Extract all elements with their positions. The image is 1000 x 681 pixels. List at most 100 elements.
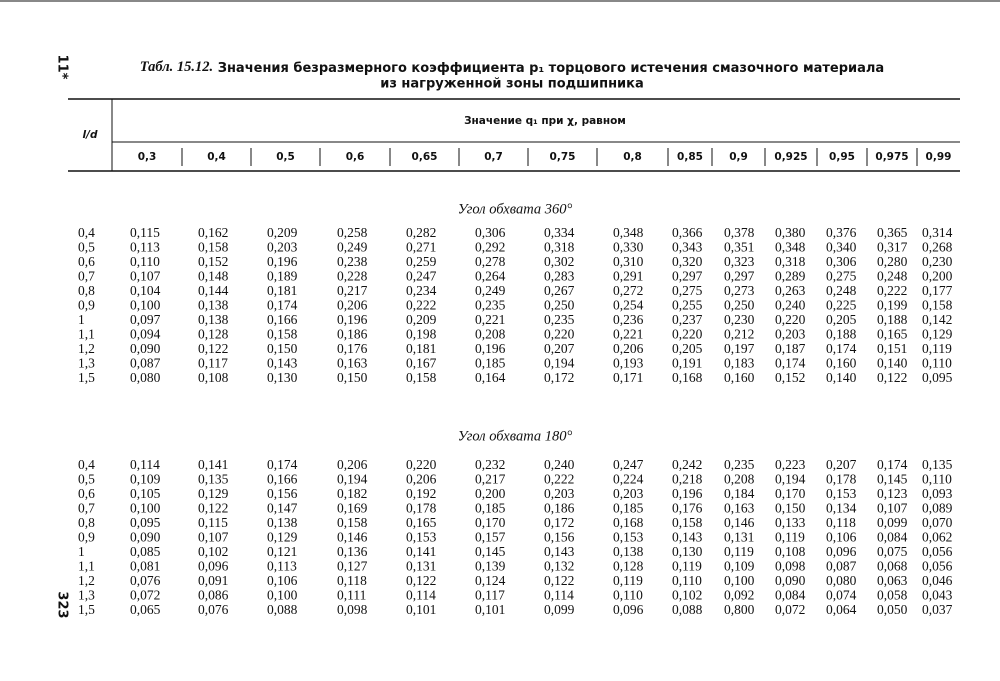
cell-value: 0,158 <box>337 515 368 530</box>
cell-value: 0,046 <box>922 573 953 588</box>
cell-value: 0,152 <box>775 370 805 385</box>
cell-value: 0,170 <box>475 515 506 530</box>
cell-value: 0,156 <box>267 486 298 501</box>
cell-value: 0,160 <box>724 370 755 385</box>
cell-value: 0,145 <box>877 472 908 487</box>
section-title: Угол обхвата 360° <box>458 201 573 217</box>
row-label: 1,3 <box>78 356 95 371</box>
row-label: 0,9 <box>78 298 95 313</box>
cell-value: 0,118 <box>826 515 856 530</box>
cell-value: 0,146 <box>337 530 368 545</box>
cell-value: 0,248 <box>877 269 908 284</box>
column-header: 0,65 <box>412 151 438 163</box>
column-header: 0,6 <box>346 151 365 163</box>
row-label: 1,1 <box>78 559 95 574</box>
column-group: Значение q₁ при χ, равном <box>464 115 626 127</box>
cell-value: 0,184 <box>724 486 755 501</box>
cell-value: 0,085 <box>130 544 161 559</box>
cell-value: 0,165 <box>877 327 908 342</box>
cell-value: 0,122 <box>406 573 436 588</box>
cell-value: 0,102 <box>198 544 228 559</box>
row-label: 0,5 <box>78 240 95 255</box>
title-text: Значения безразмерного коэффициента p₁ т… <box>218 61 884 76</box>
cell-value: 0,238 <box>337 254 368 269</box>
cell-value: 0,275 <box>826 269 857 284</box>
cell-value: 0,174 <box>826 341 857 356</box>
row-label: 1,3 <box>78 588 95 603</box>
cell-value: 0,376 <box>826 225 857 240</box>
cell-value: 0,207 <box>544 341 575 356</box>
cell-value: 0,138 <box>613 544 644 559</box>
cell-value: 0,080 <box>826 573 857 588</box>
cell-value: 0,124 <box>475 573 506 588</box>
cell-value: 0,117 <box>198 356 228 371</box>
row-label: 0,7 <box>78 501 95 516</box>
cell-value: 0,203 <box>267 240 298 255</box>
cell-value: 0,140 <box>877 356 908 371</box>
cell-value: 0,196 <box>672 486 703 501</box>
cell-value: 0,306 <box>475 225 506 240</box>
cell-value: 0,107 <box>130 269 161 284</box>
row-label: 1,5 <box>78 602 95 617</box>
row-label: 1,2 <box>78 573 95 588</box>
cell-value: 0,138 <box>267 515 298 530</box>
cell-value: 0,249 <box>475 283 506 298</box>
cell-value: 0,163 <box>337 356 368 371</box>
cell-value: 0,119 <box>775 530 805 545</box>
cell-value: 0,289 <box>775 269 806 284</box>
cell-value: 0,291 <box>613 269 643 284</box>
cell-value: 0,113 <box>267 559 297 574</box>
cell-value: 0,185 <box>613 501 644 516</box>
cell-value: 0,152 <box>198 254 228 269</box>
cell-value: 0,278 <box>475 254 506 269</box>
cell-value: 0,056 <box>922 559 953 574</box>
cell-value: 0,162 <box>198 225 228 240</box>
cell-value: 0,089 <box>922 501 953 516</box>
cell-value: 0,102 <box>672 588 702 603</box>
column-header: 0,9 <box>729 151 748 163</box>
cell-value: 0,194 <box>544 356 575 371</box>
cell-value: 0,169 <box>337 501 368 516</box>
cell-value: 0,095 <box>130 515 161 530</box>
column-header: 0,95 <box>829 151 855 163</box>
cell-value: 0,127 <box>337 559 368 574</box>
cell-value: 0,271 <box>406 240 436 255</box>
cell-value: 0,114 <box>406 588 436 603</box>
cell-value: 0,076 <box>198 602 229 617</box>
cell-value: 0,283 <box>544 269 575 284</box>
cell-value: 0,096 <box>613 602 644 617</box>
cell-value: 0,157 <box>475 530 506 545</box>
cell-value: 0,129 <box>922 327 953 342</box>
cell-value: 0,196 <box>267 254 298 269</box>
cell-value: 0,200 <box>475 486 506 501</box>
cell-value: 0,205 <box>672 341 703 356</box>
cell-value: 0,076 <box>130 573 161 588</box>
cell-value: 0,110 <box>130 254 160 269</box>
cell-value: 0,185 <box>475 501 506 516</box>
cell-value: 0,099 <box>544 602 575 617</box>
cell-value: 0,143 <box>544 544 575 559</box>
cell-value: 0,101 <box>406 602 436 617</box>
cell-value: 0,098 <box>337 602 368 617</box>
cell-value: 0,176 <box>337 341 368 356</box>
cell-value: 0,135 <box>198 472 229 487</box>
cell-value: 0,237 <box>672 312 703 327</box>
cell-value: 0,203 <box>775 327 806 342</box>
cell-value: 0,166 <box>267 312 298 327</box>
cell-value: 0,334 <box>544 225 575 240</box>
cell-value: 0,297 <box>672 269 703 284</box>
cell-value: 0,143 <box>672 530 703 545</box>
cell-value: 0,235 <box>544 312 575 327</box>
cell-value: 0,108 <box>198 370 229 385</box>
cell-value: 0,378 <box>724 225 755 240</box>
cell-value: 0,250 <box>724 298 755 313</box>
cell-value: 0,156 <box>544 530 575 545</box>
cell-value: 0,111 <box>337 588 366 603</box>
cell-value: 0,193 <box>613 356 644 371</box>
cell-value: 0,119 <box>922 341 952 356</box>
cell-value: 0,119 <box>672 559 702 574</box>
cell-value: 0,317 <box>877 240 908 255</box>
cell-value: 0,064 <box>826 602 857 617</box>
cell-value: 0,168 <box>613 515 644 530</box>
